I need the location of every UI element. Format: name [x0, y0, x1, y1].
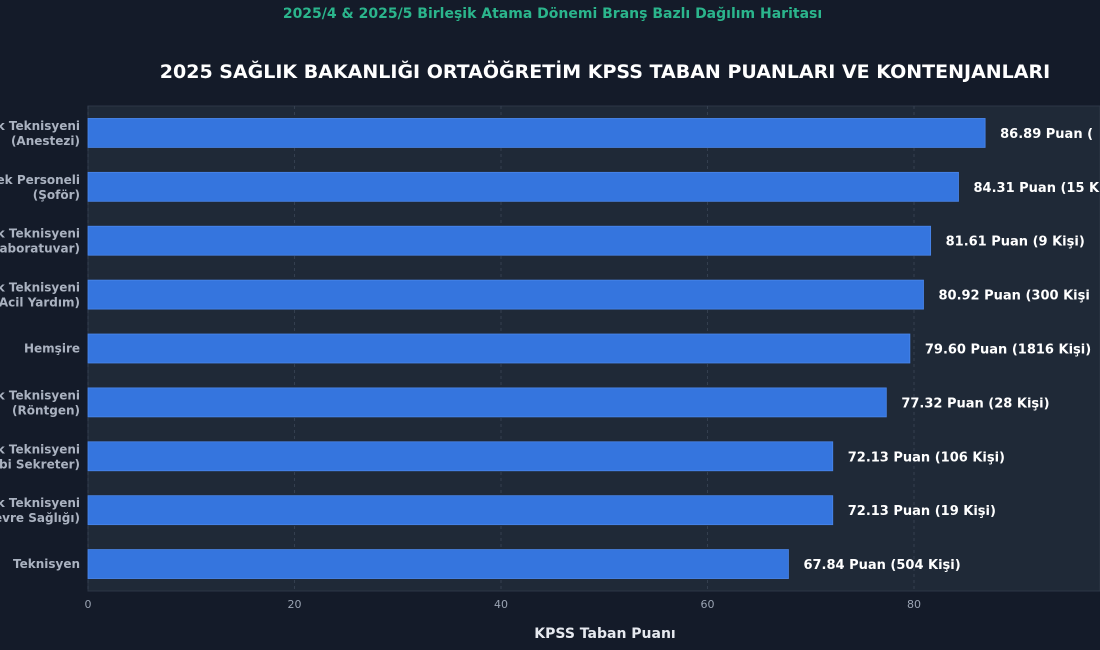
y-tick-label: k Teknisyeni (Anestezi): [0, 119, 80, 148]
y-tick-label: k Teknisyeni evre Sağlığı): [0, 496, 80, 525]
data-label: 79.60 Puan (1816 Kişi): [925, 343, 1091, 358]
bar: [87, 333, 911, 364]
bar: [87, 387, 887, 418]
data-label: 84.31 Puan (15 K: [974, 181, 1100, 196]
data-label: 80.92 Puan (300 Kişi: [938, 289, 1089, 304]
x-tick-label: 20: [288, 598, 302, 611]
data-label: 72.13 Puan (19 Kişi): [848, 504, 996, 519]
bar: [87, 441, 834, 472]
data-label: 81.61 Puan (9 Kişi): [946, 235, 1085, 250]
y-tick-label: ek Personeli (Şoför): [0, 173, 80, 202]
y-tick-label: k Teknisyeni (Röntgen): [0, 388, 80, 417]
bar: [87, 225, 932, 256]
x-tick-label: 0: [85, 598, 92, 611]
data-labels: 86.89 Puan ( 84.31 Puan (15 K 81.61 Puan (…: [803, 127, 1100, 573]
x-axis-label: KPSS Taban Puanı: [534, 626, 676, 642]
x-tick-label: 40: [494, 598, 508, 611]
chart-caption: 2025/4 & 2025/5 Birleşik Atama Dönemi Br…: [282, 6, 823, 22]
y-tick-label: Teknisyen: [13, 557, 80, 571]
data-label: 86.89 Puan (: [1000, 127, 1093, 142]
data-label: 72.13 Puan (106 Kişi): [848, 450, 1005, 465]
bar: [87, 495, 834, 526]
x-tick-label: 80: [907, 598, 921, 611]
y-tick-label: k Teknisyeni Acil Yardım): [0, 281, 80, 310]
y-tick-label: Hemşire: [24, 342, 80, 356]
y-tick-label: k Teknisyeni bi Sekreter): [0, 442, 80, 471]
data-label: 67.84 Puan (504 Kişi): [803, 558, 960, 573]
y-tick-labels: k Teknisyeni (Anestezi) ek Personeli (Şoför…: [0, 119, 80, 571]
x-tick-label: 60: [701, 598, 715, 611]
bar: [87, 549, 789, 579]
x-tick-labels: 0 20 40 60 80: [85, 598, 922, 611]
chart-title: 2025 SAĞLIK BAKANLIĞI ORTAÖĞRETİM KPSS T…: [159, 61, 1051, 83]
bar: [87, 118, 986, 148]
bar: [87, 171, 959, 202]
bars: [87, 118, 986, 579]
y-tick-label: k Teknisyeni aboratuvar): [0, 227, 80, 256]
bar: [87, 279, 924, 310]
data-label: 77.32 Puan (28 Kişi): [901, 396, 1049, 411]
